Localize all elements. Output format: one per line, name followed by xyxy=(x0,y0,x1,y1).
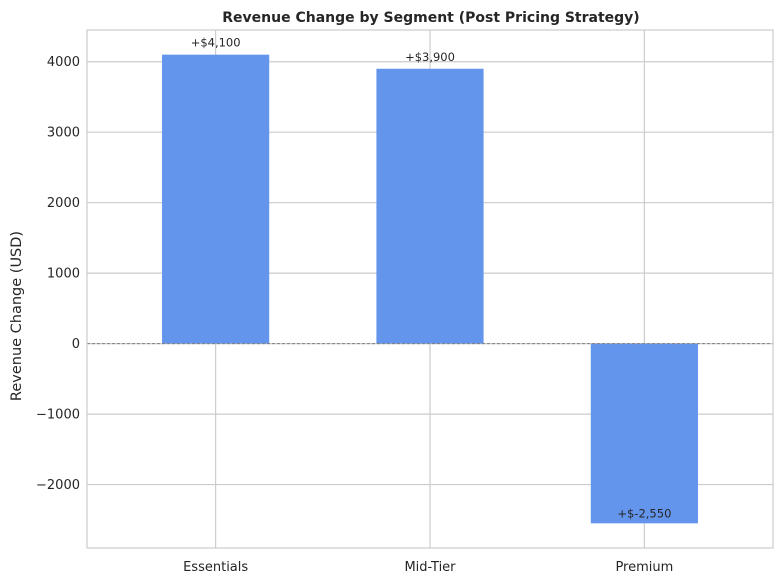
data-label: +$3,900 xyxy=(405,50,455,64)
x-tick-labels: Essentials Mid-Tier Premium xyxy=(183,560,673,575)
bars xyxy=(162,54,698,524)
y-tick-labels: −2000 −1000 0 1000 2000 3000 4000 xyxy=(36,55,80,493)
data-labels: +$4,100 +$3,900 +$-2,550 xyxy=(191,36,672,521)
y-tick-label: 3000 xyxy=(47,126,80,141)
x-tick-label: Mid-Tier xyxy=(404,560,456,575)
y-axis-label: Revenue Change (USD) xyxy=(9,231,25,401)
data-label: +$-2,550 xyxy=(617,506,671,520)
x-tick-label: Essentials xyxy=(183,560,248,575)
bar-essentials xyxy=(162,54,270,344)
bar-premium xyxy=(590,343,698,524)
x-tick-label: Premium xyxy=(615,560,673,575)
y-tick-label: 2000 xyxy=(47,196,80,211)
bar-mid-tier xyxy=(376,68,484,344)
y-tick-label: −1000 xyxy=(36,408,80,423)
data-label: +$4,100 xyxy=(191,36,241,50)
y-tick-label: 4000 xyxy=(47,55,80,70)
plot-frame xyxy=(86,29,774,549)
y-tick-label: −2000 xyxy=(36,478,80,493)
y-tick-label: 0 xyxy=(72,337,80,352)
plot-border xyxy=(86,29,774,549)
chart-title: Revenue Change by Segment (Post Pricing … xyxy=(222,10,639,26)
y-tick-label: 1000 xyxy=(47,267,80,282)
